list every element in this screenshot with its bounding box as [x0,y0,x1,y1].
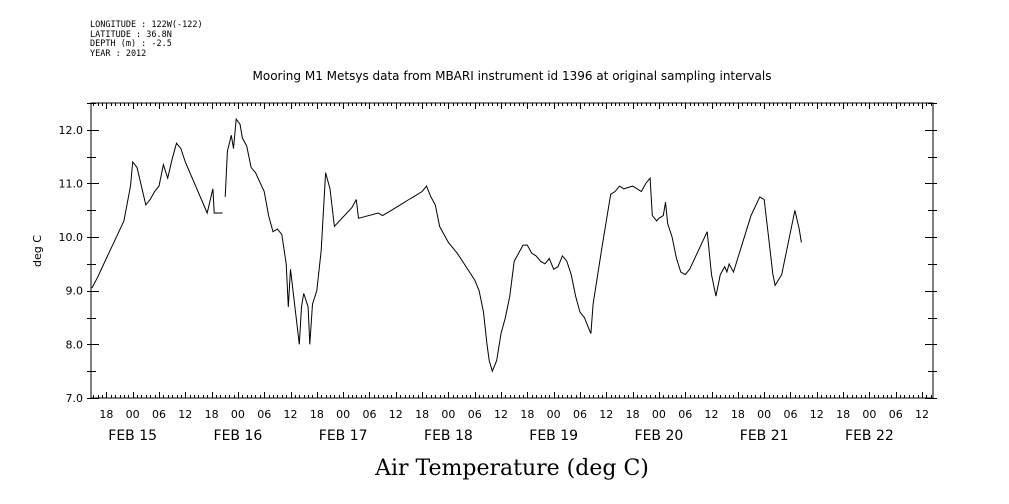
x-tick-label: 00 [652,408,666,421]
x-tick-label: 00 [757,408,771,421]
x-tick-label: 06 [257,408,271,421]
x-tick-label: 12 [599,408,613,421]
date-label: FEB 18 [424,428,473,444]
x-tick-label: 00 [126,408,140,421]
date-label: FEB 22 [845,428,894,444]
year-text: YEAR : 2012 [90,48,147,59]
y-tick-label: 7.0 [66,392,84,405]
x-tick-label: 12 [705,408,719,421]
x-axis-label: Air Temperature (deg C) [374,456,649,481]
date-label: FEB 19 [529,428,578,444]
x-tick-label: 12 [284,408,298,421]
date-label: FEB 15 [108,428,157,444]
x-tick-label: 06 [362,408,376,421]
y-tick-label: 10.0 [59,231,84,244]
x-tick-label: 18 [731,408,745,421]
x-tick-label: 06 [783,408,797,421]
depth-text: DEPTH (m) : -2.5 [90,39,172,49]
x-tick-label: 06 [678,408,692,421]
x-tick-label: 12 [178,408,192,421]
x-tick-label: 18 [520,408,534,421]
y-tick-label: 11.0 [59,177,84,190]
x-tick-label: 18 [310,408,324,421]
date-label: FEB 17 [319,428,368,444]
y-axis-label: deg C [31,235,44,267]
x-tick-label: 18 [99,408,113,421]
x-tick-label: 06 [468,408,482,421]
metadata-block: LONGITUDE : 122W(-122) LATITUDE : 36.8N … [90,20,203,59]
x-tick-label: 00 [231,408,245,421]
date-label: FEB 16 [214,428,263,444]
date-label: FEB 20 [635,428,684,444]
longitude-text: LONGITUDE : 122W(-122) [90,20,203,30]
series-line [355,176,708,373]
y-tick-label: 12.0 [59,124,84,137]
x-tick-label: 06 [889,408,903,421]
series-line [224,117,357,345]
chart-title: Mooring M1 Metsys data from MBARI instru… [253,69,772,83]
x-tick-label: 06 [573,408,587,421]
series-line [706,196,802,297]
x-tick-label: 18 [415,408,429,421]
x-tick-label: 00 [547,408,561,421]
x-tick-label: 18 [626,408,640,421]
y-tick-label: 8.0 [66,338,84,351]
x-tick-label: 12 [915,408,929,421]
x-tick-label: 12 [810,408,824,421]
series-line [91,142,223,289]
x-tick-label: 00 [336,408,350,421]
x-tick-label: 00 [862,408,876,421]
date-label: FEB 21 [740,428,789,444]
y-tick-label: 9.0 [66,285,84,298]
x-tick-label: 06 [152,408,166,421]
x-tick-label: 18 [836,408,850,421]
x-tick-label: 12 [389,408,403,421]
latitude-text: LATITUDE : 36.8N [90,29,172,40]
x-tick-label: 12 [494,408,508,421]
plot-frame [90,102,934,399]
x-tick-label: 18 [205,408,219,421]
x-tick-label: 00 [441,408,455,421]
